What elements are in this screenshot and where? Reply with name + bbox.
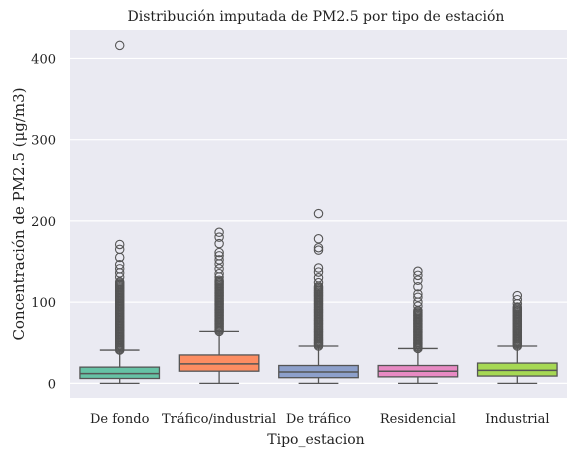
x-tick-label-5: Industrial — [485, 412, 549, 427]
outlier-point — [214, 227, 224, 238]
y-tick-label-400: 400 — [31, 52, 56, 67]
outlier-point — [114, 264, 125, 274]
outlier-cloud — [313, 208, 324, 351]
outlier-point — [413, 289, 423, 299]
box-group-1 — [79, 40, 161, 385]
outlier-point — [413, 292, 423, 303]
x-axis-label: Tipo_estacion — [267, 432, 364, 448]
outlier-cloud — [413, 266, 423, 354]
box-iqr — [476, 362, 558, 377]
outlier-point — [214, 268, 224, 279]
outlier-point — [114, 244, 125, 255]
box-group-5 — [476, 290, 558, 385]
outlier-point — [214, 275, 224, 285]
outlier-point — [313, 245, 324, 255]
outlier-point — [413, 270, 423, 281]
outlier-point — [512, 294, 523, 305]
outlier-point — [114, 239, 125, 250]
outlier-point — [214, 251, 224, 261]
x-tick-label-1: De fondo — [90, 412, 150, 427]
outlier-point — [313, 277, 324, 288]
x-tick-labels: De fondo Tráfico/industrial De tráfico Resi… — [90, 412, 550, 427]
outlier-point — [214, 238, 224, 249]
box-group-3 — [278, 208, 359, 385]
outlier-cloud — [214, 227, 224, 337]
box-group-2 — [178, 227, 260, 385]
outlier-cloud — [512, 290, 523, 351]
x-tick-label-2: Tráfico/industrial — [162, 412, 276, 427]
outlier-point — [114, 260, 125, 270]
outlier-point — [413, 281, 423, 292]
y-tick-label-300: 300 — [31, 134, 56, 149]
box-group-4 — [377, 266, 459, 385]
outlier-point — [313, 267, 324, 277]
y-tick-label-200: 200 — [31, 215, 56, 230]
outlier-point — [313, 273, 324, 283]
y-tick-label-0: 0 — [48, 377, 56, 392]
outlier-point — [114, 40, 125, 51]
outlier-point — [413, 266, 423, 277]
y-tick-labels: 0 100 200 300 400 — [31, 52, 56, 392]
outlier-point — [512, 290, 523, 301]
outlier-cloud — [114, 40, 125, 355]
x-tick-label-3: De tráfico — [286, 412, 351, 427]
box-iqr — [79, 366, 161, 380]
chart-title: Distribución imputada de PM2.5 por tipo … — [128, 9, 505, 25]
boxes-layer — [79, 40, 558, 385]
x-tick-label-4: Residencial — [380, 412, 456, 427]
outlier-point — [214, 232, 224, 242]
box-iqr — [178, 354, 260, 372]
outlier-point — [313, 263, 324, 273]
outlier-point — [313, 208, 324, 219]
y-axis-label: Concentración de PM2.5 (μg/m3) — [10, 87, 28, 340]
outlier-point — [214, 255, 224, 265]
outlier-point — [313, 234, 324, 244]
outlier-point — [512, 302, 523, 312]
y-tick-label-100: 100 — [31, 296, 56, 311]
